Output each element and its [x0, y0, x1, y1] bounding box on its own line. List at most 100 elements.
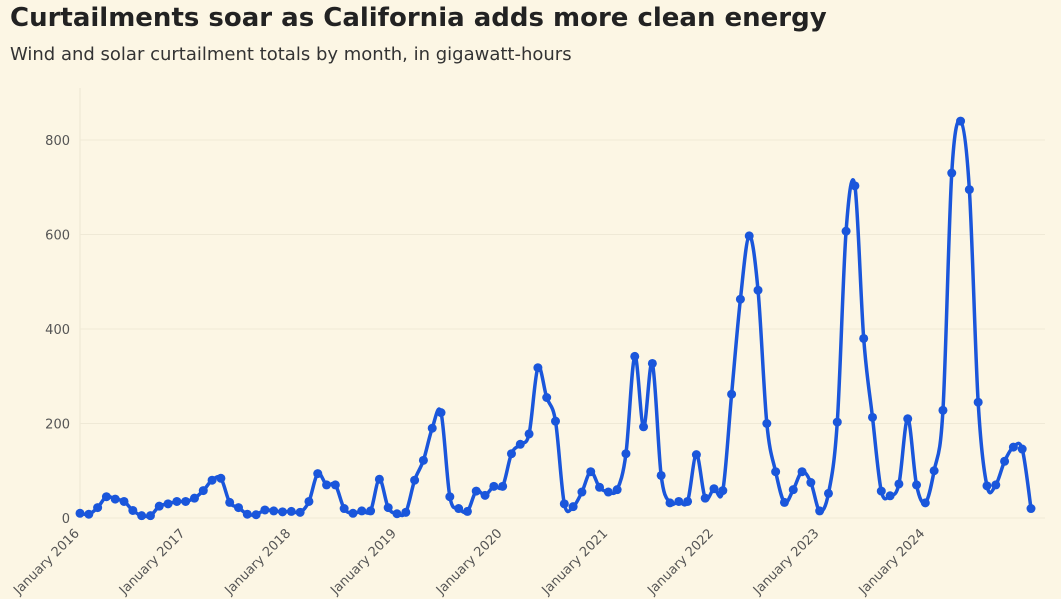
point: [480, 490, 490, 500]
point: [216, 473, 226, 483]
point: [868, 412, 877, 422]
point: [242, 509, 252, 519]
point: [506, 449, 516, 459]
point: [366, 506, 376, 516]
point: [709, 484, 719, 494]
point: [498, 481, 508, 491]
point: [929, 466, 939, 476]
point: [374, 474, 384, 484]
point: [947, 168, 957, 178]
point: [832, 417, 842, 427]
point: [621, 449, 631, 459]
point: [1017, 444, 1027, 454]
y-tick-label: 0: [62, 512, 70, 527]
point: [700, 493, 710, 503]
point: [295, 507, 305, 517]
point: [956, 116, 966, 126]
point: [401, 507, 411, 517]
point: [462, 506, 472, 516]
point: [885, 491, 895, 501]
point: [859, 333, 869, 343]
y-tick-label: 200: [45, 417, 70, 432]
point: [559, 499, 569, 509]
point: [128, 505, 138, 515]
point: [251, 510, 261, 520]
x-tick-label: January 2024: [856, 526, 928, 598]
point: [260, 505, 270, 515]
point: [330, 480, 340, 490]
x-tick-label: January 2023: [750, 526, 822, 598]
point: [850, 181, 860, 191]
point: [93, 503, 103, 513]
point: [639, 422, 649, 432]
point: [788, 485, 798, 495]
point: [533, 363, 543, 373]
point: [815, 506, 825, 516]
y-tick-label: 400: [45, 323, 70, 338]
x-tick-label: January 2020: [433, 526, 505, 598]
y-tick-label: 800: [45, 134, 70, 149]
point: [542, 393, 552, 403]
point: [876, 486, 886, 496]
point: [753, 285, 763, 295]
point: [612, 485, 622, 495]
point: [1026, 504, 1036, 514]
point: [903, 414, 913, 424]
x-tick-label: January 2018: [222, 526, 294, 598]
point: [656, 470, 666, 480]
point: [771, 467, 781, 477]
chart-title: Curtailments soar as California adds mor…: [10, 3, 827, 33]
point: [727, 389, 737, 399]
point: [973, 397, 983, 407]
point: [920, 498, 930, 508]
point: [735, 294, 745, 304]
point: [841, 226, 851, 236]
point: [471, 486, 481, 496]
point: [313, 469, 323, 479]
point: [101, 492, 111, 502]
x-tick-label: January 2021: [539, 526, 611, 598]
point: [225, 497, 235, 507]
point: [286, 506, 296, 516]
point: [982, 481, 992, 491]
point: [181, 496, 191, 506]
point: [551, 416, 560, 426]
point: [1008, 442, 1018, 452]
point: [894, 479, 904, 489]
point: [823, 488, 833, 498]
point: [410, 475, 420, 485]
point: [137, 511, 147, 521]
point: [392, 509, 402, 519]
point: [278, 507, 288, 517]
point: [84, 509, 94, 519]
point: [119, 496, 129, 506]
point: [163, 499, 173, 509]
point: [234, 503, 243, 513]
point: [647, 358, 657, 368]
point: [630, 351, 640, 361]
y-tick-label: 600: [45, 228, 70, 243]
point: [207, 475, 217, 485]
x-tick-label: January 2016: [10, 526, 82, 598]
point: [436, 408, 446, 418]
point: [806, 478, 816, 488]
point: [348, 508, 358, 518]
point: [172, 496, 182, 506]
point: [304, 496, 314, 506]
point: [964, 185, 974, 195]
point: [524, 429, 534, 439]
point: [322, 480, 332, 490]
line: [79, 118, 1033, 519]
point: [568, 502, 578, 512]
point: [189, 493, 199, 503]
point: [515, 439, 525, 449]
point: [1000, 456, 1010, 466]
point: [744, 231, 754, 241]
point: [665, 498, 675, 508]
x-tick-label: January 2019: [327, 526, 399, 598]
point: [145, 511, 155, 521]
point: [683, 496, 693, 506]
point: [603, 487, 613, 497]
point: [938, 405, 948, 415]
